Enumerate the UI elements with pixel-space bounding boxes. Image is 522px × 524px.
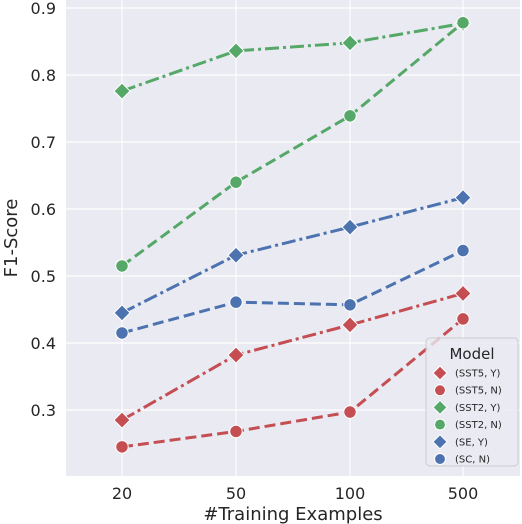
legend-label: (SC, N) [455, 455, 490, 466]
series-path [121, 21, 464, 268]
y-tick-label: 0.6 [31, 200, 56, 219]
data-point [229, 424, 243, 439]
y-tick-label: 0.9 [31, 0, 56, 18]
data-point [113, 82, 131, 100]
series-line [115, 312, 470, 454]
series-group [113, 14, 472, 454]
legend-label: (SST2, N) [455, 420, 502, 431]
legend-marker [432, 365, 448, 381]
legend-label: (SST5, Y) [455, 369, 501, 380]
data-point [113, 304, 131, 322]
legend-label: (SST2, Y) [455, 403, 501, 414]
series-line [115, 243, 470, 340]
series-path [121, 21, 464, 93]
x-tick-label: 50 [226, 484, 246, 503]
series-path [121, 249, 464, 335]
data-point [456, 243, 470, 258]
y-tick-label: 0.5 [31, 267, 56, 286]
data-point [454, 284, 472, 303]
data-point [343, 298, 357, 312]
series-path [121, 196, 464, 315]
data-point [341, 34, 359, 52]
legend-box [425, 337, 519, 467]
legend-title: Model [449, 345, 494, 363]
data-point [227, 246, 245, 264]
data-point [454, 188, 472, 207]
data-point [227, 42, 245, 60]
y-tick-label: 0.8 [31, 66, 56, 85]
data-point [341, 218, 359, 236]
data-point [341, 316, 359, 334]
series-line [113, 284, 472, 429]
series-path [121, 291, 464, 422]
data-point [456, 312, 470, 326]
y-tick-labels: 0.3 0.4 0.5 0.6 0.7 0.8 0.9 [31, 0, 56, 420]
data-point [343, 405, 357, 419]
y-tick-label: 0.4 [31, 334, 56, 353]
x-tick-label: 20 [112, 484, 132, 503]
data-point [113, 411, 131, 429]
legend-marker [432, 399, 448, 416]
x-axis-label: #Training Examples [203, 504, 382, 524]
x-tick-label: 100 [335, 484, 366, 503]
data-point [115, 440, 129, 454]
legend-label: (SST5, N) [455, 386, 502, 397]
y-tick-label: 0.3 [31, 401, 56, 420]
data-point [229, 295, 243, 309]
y-axis-label: F1-Score [1, 199, 22, 278]
series-line [113, 188, 472, 322]
legend-marker [434, 384, 446, 397]
data-point [456, 16, 470, 30]
data-point [115, 326, 129, 340]
legend-marker [432, 434, 448, 450]
series-line [115, 16, 470, 273]
data-point [227, 346, 245, 364]
y-tick-label: 0.7 [31, 133, 56, 152]
x-tick-label: 500 [448, 484, 479, 503]
legend-items: (SST5, Y) (SST5, N) (SST2, Y) (SST2, N) (SE,… [432, 365, 502, 466]
legend-marker [434, 453, 446, 465]
data-point [229, 175, 243, 189]
x-tick-labels: 20 50 100 500 [112, 484, 478, 503]
data-point [343, 109, 357, 123]
legend: Model (SST5, Y) (SST5, N) (SST2, Y) (SST2, … [425, 337, 519, 467]
series-path [121, 317, 464, 449]
legend-label: (SE, Y) [455, 437, 488, 448]
legend-marker [434, 418, 446, 431]
data-point [115, 259, 129, 273]
